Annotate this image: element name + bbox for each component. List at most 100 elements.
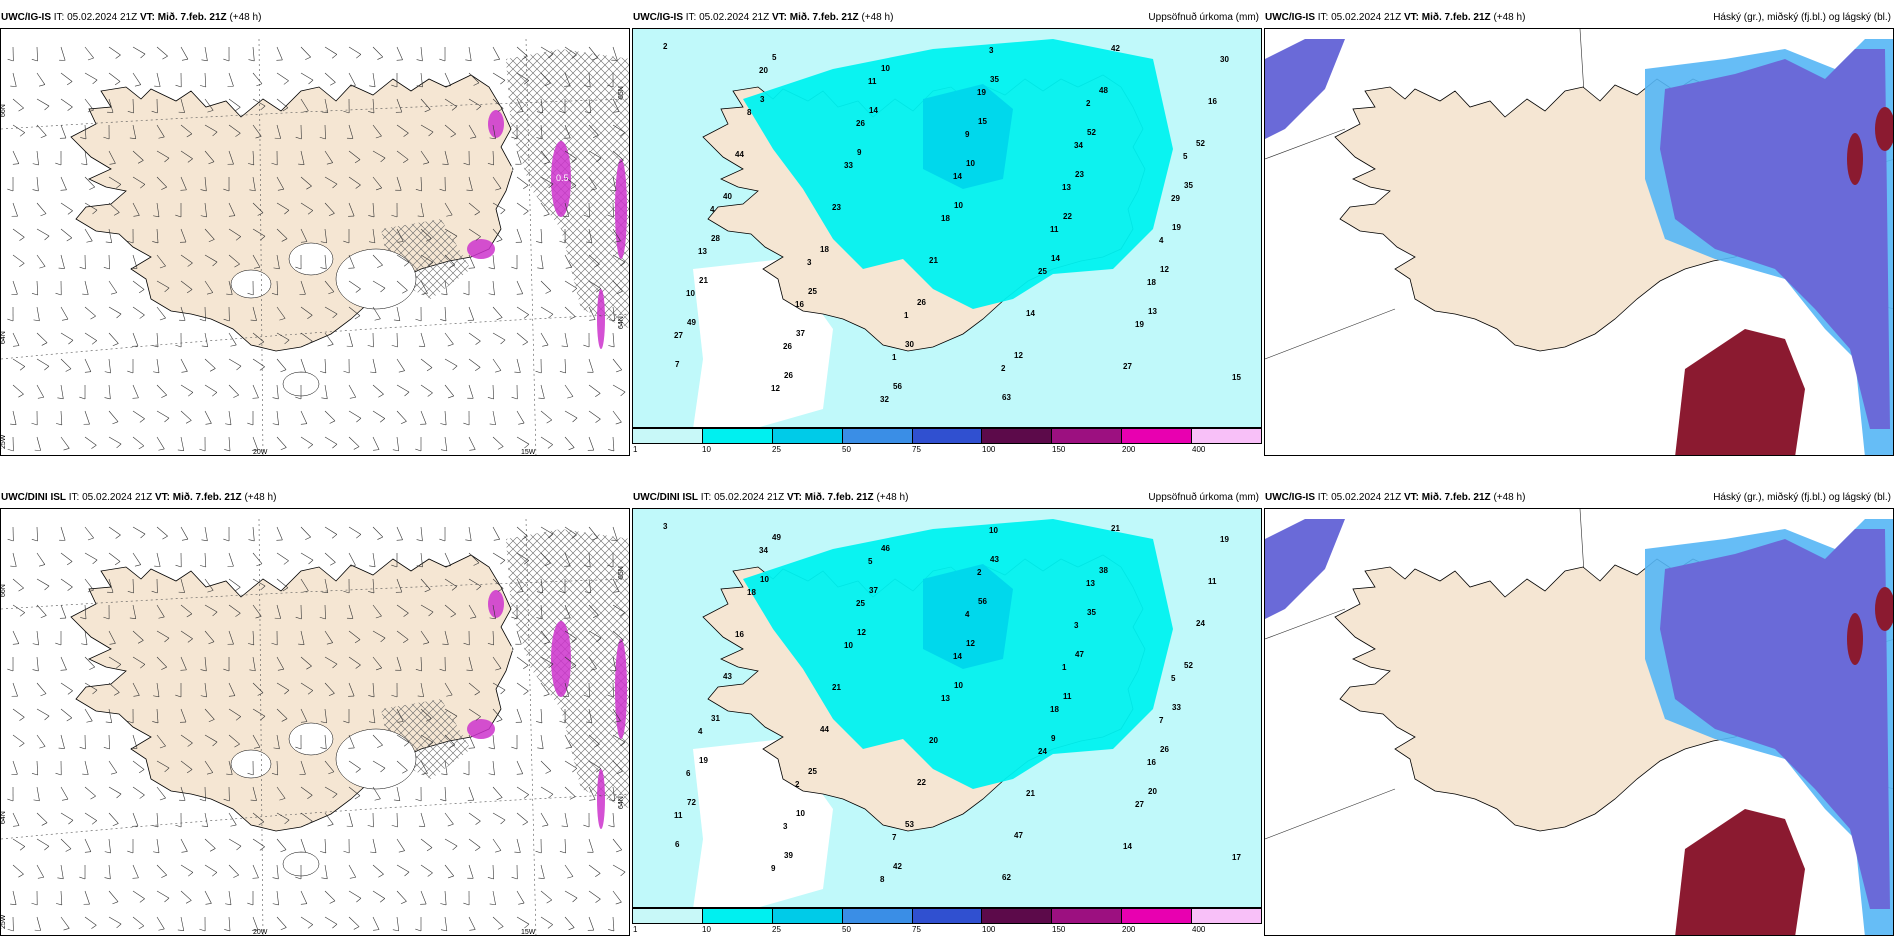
valid-time: Mið. 7.feb. 21Z (804, 492, 874, 503)
valid-time: Mið. 7.feb. 21Z (172, 492, 242, 503)
legend-tick: 100 (982, 445, 996, 454)
valid-time: Mið. 7.feb. 21Z (1421, 492, 1491, 503)
it-label: IT: (1317, 12, 1329, 23)
legend-tick: 200 (1122, 445, 1136, 454)
legend-tick: 100 (982, 925, 996, 934)
precip-value: 19 (1172, 223, 1181, 232)
field-title: Uppsöfnuð úrkoma (mm) (1148, 12, 1259, 23)
precip-value: 40 (723, 192, 732, 201)
precip-value: 12 (966, 639, 975, 648)
precip-value: 9 (771, 864, 776, 873)
precip-value: 38 (1099, 566, 1108, 575)
precip-value: 10 (796, 809, 805, 818)
wind-barbs (7, 526, 626, 932)
legend-tick: 50 (842, 445, 851, 454)
glacier (288, 722, 334, 756)
init-time: 05.02.2024 21Z (1331, 492, 1402, 503)
legend-swatch (982, 909, 1053, 923)
vt-label: VT: (1403, 12, 1419, 23)
precip-value: 19 (1220, 535, 1229, 544)
legend-swatch (912, 429, 983, 443)
panel-header: UWC/IG-IS IT: 05.02.2024 21Z VT: Mið. 7.… (632, 8, 1262, 28)
snow-value-label: 0.5 (511, 643, 524, 653)
panel-header: UWC/DINI ISL IT: 05.02.2024 21Z VT: Mið.… (0, 488, 630, 508)
precip-value: 10 (760, 575, 769, 584)
legend-swatch (633, 429, 703, 443)
precip-value: 10 (686, 289, 695, 298)
snow-intensity (467, 719, 495, 739)
precip-value: 21 (1111, 524, 1120, 533)
snow-intensity (551, 141, 571, 217)
precip-value: 3 (783, 822, 788, 831)
precip-value: 3 (989, 46, 994, 55)
vt-label: VT: (771, 12, 787, 23)
precip-value: 12 (857, 628, 866, 637)
coordinate-label: 64N (1, 331, 7, 344)
coordinate-label: 65N (618, 86, 625, 99)
snow-intensity (488, 110, 504, 138)
precip-value: 9 (857, 148, 862, 157)
precip-value: 19 (1135, 320, 1144, 329)
precip-value: 22 (917, 778, 926, 787)
mid-cloud-dense (1675, 329, 1805, 455)
precip-value: 16 (795, 300, 804, 309)
iceland-landmass (70, 554, 514, 832)
precip-value: 5 (868, 557, 873, 566)
precip-value: 2 (977, 568, 982, 577)
precip-25-50 (923, 84, 1013, 189)
model-name: UWC/DINI ISL (633, 492, 698, 503)
precip-value: 13 (1148, 307, 1157, 316)
precip-value: 52 (1184, 661, 1193, 670)
precip-value: 2 (1001, 364, 1006, 373)
valid-time: Mið. 7.feb. 21Z (789, 12, 859, 23)
precip-station-values: 3101210920649371211267239465647331910424… (663, 522, 1241, 884)
precip-value: 8 (880, 875, 885, 884)
precip-value: 21 (699, 276, 708, 285)
mid-cloud-dense (1875, 107, 1893, 151)
legend-bar (632, 908, 1262, 924)
glacier (335, 728, 417, 790)
precip-value: 12 (771, 384, 780, 393)
panel-header: UWC/IG-IS IT: 05.02.2024 21Z VT: Mið. 7.… (1264, 8, 1894, 28)
high-cloud (1265, 519, 1345, 619)
precip-value: 53 (905, 820, 914, 829)
precip-value: 34 (1074, 141, 1083, 150)
vt-label: VT: (154, 492, 170, 503)
vt-label: VT: (786, 492, 802, 503)
legend-swatch (702, 429, 773, 443)
precip-value: 56 (978, 597, 987, 606)
precip-value: 18 (1050, 705, 1059, 714)
precip-value: 62 (1002, 873, 1011, 882)
precip-value: 44 (735, 150, 744, 159)
snow-value-label: 0.5 (556, 173, 569, 183)
precip-value: 35 (1087, 608, 1096, 617)
precip-value: 27 (674, 331, 683, 340)
precip-value: 52 (1196, 139, 1205, 148)
precip-value: 20 (1148, 787, 1157, 796)
it-label: IT: (700, 492, 712, 503)
coordinate-label: 64N (618, 796, 625, 809)
legend-swatch (702, 909, 773, 923)
precip-value: 26 (783, 342, 792, 351)
model-name: UWC/IG-IS (633, 12, 683, 23)
legend-tick: 50 (842, 925, 851, 934)
precip-value: 14 (953, 172, 962, 181)
coordinate-label: 15W (521, 929, 536, 936)
precip-value: 7 (675, 360, 680, 369)
precip-value: 37 (796, 329, 805, 338)
field-title: Uppsöfnuð úrkoma (mm) (1148, 492, 1259, 503)
precip-value: 27 (1135, 800, 1144, 809)
precip-value: 11 (674, 811, 683, 820)
precip-value: 34 (759, 546, 768, 555)
precip-value: 25 (1038, 267, 1047, 276)
init-time: 05.02.2024 21Z (714, 492, 785, 503)
precip-value: 17 (1232, 853, 1241, 862)
precip-value: 23 (1075, 170, 1084, 179)
it-label: IT: (1317, 492, 1329, 503)
cloud-panel-ig-is: UWC/IG-IS IT: 05.02.2024 21Z VT: Mið. 7.… (1264, 8, 1894, 456)
precip-value: 49 (687, 318, 696, 327)
precip-value: 3 (663, 522, 668, 531)
precip-value: 3 (760, 95, 765, 104)
wind-map-svg: 0.5 66N 64N 25W 20W 15W 65N 64N (1, 518, 629, 936)
precip-value: 5 (772, 53, 777, 62)
